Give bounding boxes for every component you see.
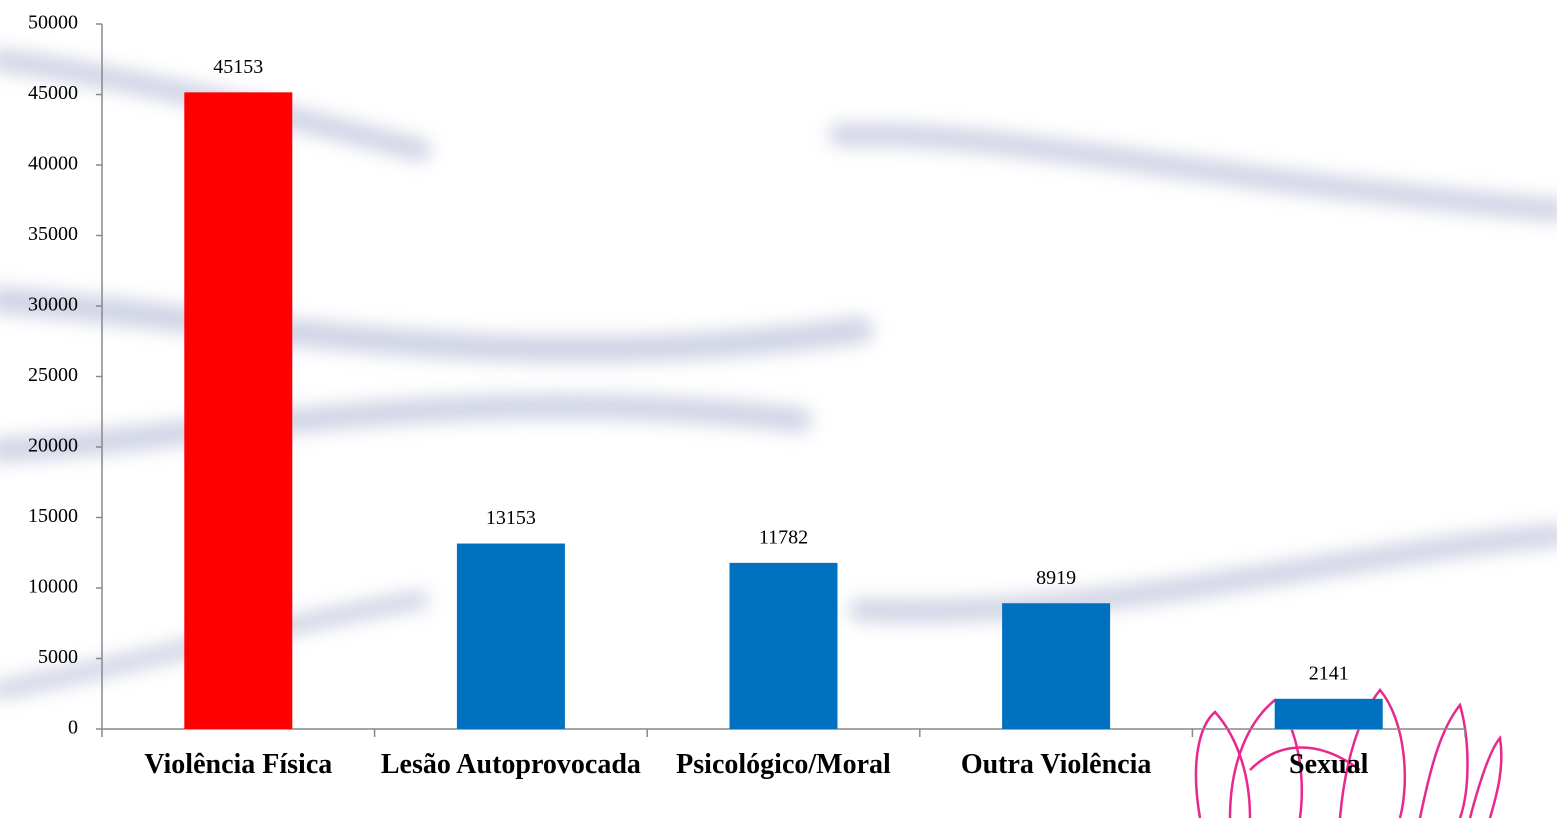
x-tick-label-box: Violência Física — [144, 749, 333, 780]
y-tick-label: 50000 — [28, 12, 78, 34]
value-label: 11782 — [759, 526, 808, 548]
x-tick-label: Lesão Autoprovocada — [380, 749, 641, 780]
y-tick-label: 30000 — [28, 294, 78, 316]
value-label: 8919 — [1036, 567, 1076, 589]
y-tick-label: 40000 — [28, 153, 78, 175]
y-tick-label: 25000 — [28, 364, 78, 386]
y-tick-label: 5000 — [38, 646, 78, 668]
value-label: 2141 — [1309, 662, 1349, 684]
x-tick-label-box: Outra Violência — [960, 749, 1152, 780]
x-tick-label: Sexual — [1289, 749, 1369, 780]
x-tick-label-box: Psicológico/Moral — [676, 749, 891, 780]
x-tick-label: Violência Física — [144, 749, 333, 780]
value-label: 45153 — [213, 56, 263, 78]
bar — [1274, 698, 1383, 729]
x-tick-label: Outra Violência — [960, 749, 1152, 780]
y-tick-label: 15000 — [28, 505, 78, 527]
y-tick-label: 35000 — [28, 223, 78, 245]
value-label: 13153 — [486, 507, 536, 529]
bar — [184, 92, 293, 729]
bar — [729, 562, 838, 729]
y-tick-label: 20000 — [28, 435, 78, 457]
x-tick-label-box: Lesão Autoprovocada — [380, 749, 641, 780]
bar — [456, 543, 565, 729]
decoration-flower — [1194, 688, 1503, 818]
x-tick-label-box: Sexual — [1289, 749, 1369, 780]
y-tick-label: 0 — [68, 717, 78, 739]
y-tick-label: 45000 — [28, 82, 78, 104]
x-tick-label: Psicológico/Moral — [676, 749, 891, 780]
y-tick-label: 10000 — [28, 576, 78, 598]
bar — [1002, 603, 1111, 729]
